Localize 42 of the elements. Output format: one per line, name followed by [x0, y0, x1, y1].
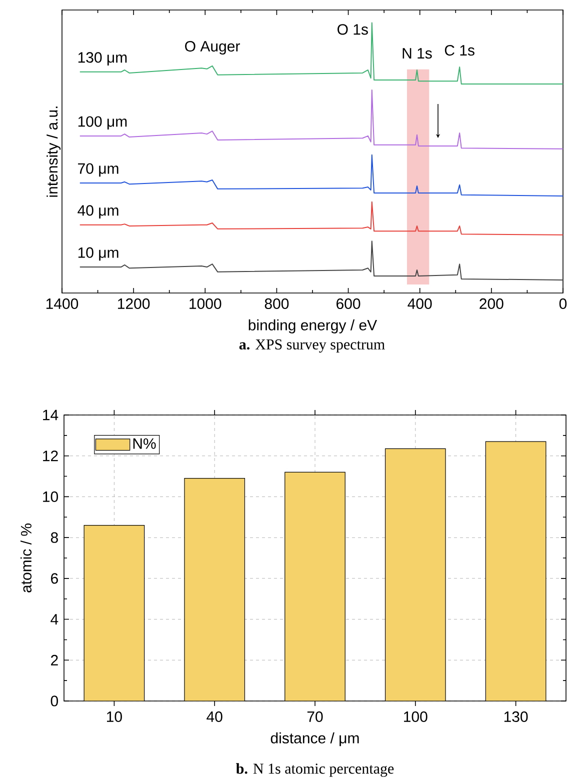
text: a. XPS survey spectrum [239, 339, 385, 353]
bar [184, 478, 246, 701]
series-label: 40 μm [78, 205, 118, 218]
annotation: C 1s [444, 45, 474, 56]
annotation: O 1s [338, 24, 368, 35]
x-tick-label: 1200 [118, 298, 150, 310]
legend-label: N% [133, 438, 156, 449]
x-tick-label: 70 [307, 711, 323, 722]
series-label: 70 μm [78, 163, 118, 177]
x-tick-label: 400 [408, 298, 432, 310]
y-axis-title: atomic / % [20, 524, 32, 592]
x-tick-label: 0 [559, 298, 567, 310]
y-tick-label: 14 [43, 410, 58, 420]
x-tick-label: 600 [336, 298, 360, 310]
x-tick-label: 40 [206, 711, 222, 722]
y-tick-label: 12 [43, 450, 58, 462]
series-label: 130 μm [78, 52, 127, 66]
x-tick-label: 200 [480, 298, 504, 310]
x-axis-title: binding energy / eV [248, 319, 378, 334]
x-tick-label: 130 [504, 711, 528, 722]
bar [384, 448, 446, 701]
y-tick-label: 8 [50, 532, 58, 543]
series-label: 100 μm [78, 116, 127, 130]
y-axis-title: intensity / a.u. [46, 106, 61, 197]
text: b. N 1s atomic percentage [236, 763, 394, 777]
x-tick-label: 800 [264, 298, 289, 310]
bar [84, 525, 145, 701]
y-tick-label: 4 [50, 614, 58, 624]
bar [485, 441, 546, 701]
y-tick-label: 6 [51, 573, 58, 584]
annotation: O Auger [185, 40, 240, 55]
bar [284, 472, 346, 701]
x-tick-label: 1400 [46, 298, 78, 310]
series-label: 10 μm [78, 247, 118, 261]
y-tick-label: 0 [50, 696, 58, 706]
x-axis-title: distance / μm [270, 732, 359, 746]
annotation: N 1s [402, 48, 432, 59]
y-tick-label: 10 [43, 491, 58, 502]
y-tick-label: 2 [51, 654, 58, 666]
x-tick-label: 10 [107, 711, 122, 722]
x-tick-label: 1000 [190, 298, 222, 310]
x-tick-label: 100 [404, 711, 428, 722]
